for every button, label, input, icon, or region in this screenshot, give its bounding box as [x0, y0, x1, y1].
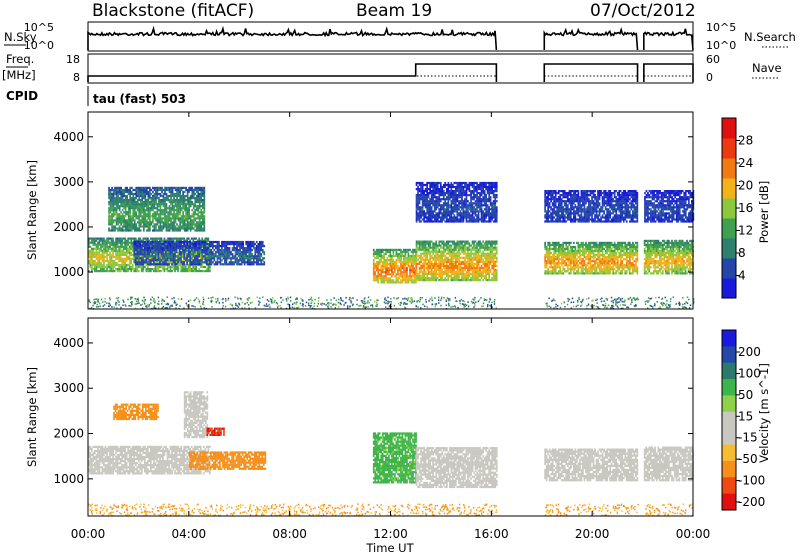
velocity-cbar-tick-3: 15 [738, 409, 753, 423]
nsky-label: N.Sky [4, 30, 37, 44]
velocity-cbar-tick-0: 200 [738, 345, 761, 359]
power-echo-band-2 [133, 240, 266, 266]
power-colorbar-label: Power [dB] [757, 181, 771, 244]
beam-label: Beam 19 [356, 1, 432, 21]
power-colorbar: 4 8 12 16 20 24 28 [721, 117, 753, 299]
power-cbar-tick-4: 20 [738, 179, 753, 193]
noise-tick-low: 10^0 [24, 39, 54, 52]
velocity-echo-band-6 [415, 447, 498, 489]
velocity-colorbar: 200 100 50 15 -15 -50 -100 -200 [721, 329, 765, 511]
frequency-trace [87, 63, 694, 82]
velocity-cbar-tick-6: -100 [738, 474, 765, 488]
power-ytick-1: 2000 [53, 220, 84, 234]
power-echo-band-5 [544, 241, 639, 275]
noise-tick-low-right: 10^0 [706, 39, 736, 52]
velocity-cbar-tick-5: -50 [738, 452, 758, 466]
velocity-cbar-tick-1: 100 [738, 366, 761, 380]
time-axis-label: Time UT [365, 541, 414, 554]
power-echoes [88, 181, 695, 284]
velocity-echo-band-1 [113, 403, 159, 421]
power-cbar-tick-1: 8 [738, 246, 746, 260]
velocity-echo-band-2 [183, 391, 209, 439]
power-echo-band-4 [415, 240, 498, 282]
velocity-echo-band-4 [206, 427, 225, 436]
vel-ytick-1: 2000 [53, 427, 84, 441]
velocity-y-axis: 1000 2000 3000 4000 [53, 336, 693, 486]
velocity-echo-band-8 [643, 446, 694, 482]
velocity-panel: 1000 2000 3000 4000 Slant Range [km] [25, 317, 694, 517]
xtick-5: 20:00 [575, 527, 610, 541]
velocity-echo-band-7 [544, 448, 639, 482]
frequency-panel: Freq. [MHz] 18 8 60 0 Nave [2, 52, 782, 84]
power-ytick-2: 3000 [53, 175, 84, 189]
velocity-echo-band-5 [372, 432, 417, 484]
vel-ytick-2: 3000 [53, 381, 84, 395]
vel-ytick-3: 4000 [53, 336, 84, 350]
noise-trace [87, 25, 694, 51]
velocity-echoes [88, 391, 694, 489]
freq-label: Freq. [6, 52, 34, 66]
velocity-ground-scatter [88, 503, 694, 517]
velocity-cbar-tick-2: 50 [738, 388, 753, 402]
velocity-echo-band-3 [188, 451, 267, 470]
power-cbar-tick-0: 4 [738, 269, 746, 283]
xtick-4: 16:00 [474, 527, 509, 541]
velocity-cbar-tick-4: -15 [738, 431, 758, 445]
power-y-axis: 1000 2000 3000 4000 [53, 130, 693, 279]
xtick-2: 08:00 [272, 527, 307, 541]
power-echo-band-3 [372, 248, 417, 284]
power-cbar-tick-5: 24 [738, 156, 753, 170]
nave-label: Nave [752, 61, 782, 75]
nave-tick-low: 0 [706, 71, 713, 84]
power-echo-band-7 [415, 181, 498, 223]
power-cbar-tick-6: 28 [738, 134, 753, 148]
power-ground-scatter [88, 296, 695, 310]
power-ytick-3: 4000 [53, 130, 84, 144]
freq-tick-low: 8 [73, 71, 80, 84]
freq-unit: [MHz] [2, 68, 36, 82]
date-label: 07/Oct/2012 [590, 1, 696, 21]
velocity-colorbar-label: Velocity [m s^-1] [757, 363, 771, 463]
time-axis: 00:00 04:00 08:00 12:00 16:00 20:00 00:00 [71, 112, 711, 541]
velocity-echo-band-0 [88, 445, 211, 475]
cpid-label: CPID [6, 89, 38, 103]
nave-tick-high: 60 [706, 53, 720, 66]
xtick-6: 00:00 [676, 527, 711, 541]
vel-ytick-0: 1000 [53, 472, 84, 486]
power-cbar-tick-3: 16 [738, 201, 753, 215]
power-panel: 1000 2000 3000 4000 Slant Range [km] [25, 111, 695, 310]
power-echo-band-8 [544, 190, 695, 223]
noise-panel: N.Sky 10^5 10^0 10^5 10^0 N.Search [4, 21, 796, 52]
xtick-1: 04:00 [172, 527, 207, 541]
cpid-value: tau (fast) 503 [93, 92, 186, 106]
velocity-ylabel: Slant Range [km] [25, 367, 39, 467]
freq-tick-high: 18 [66, 53, 80, 66]
cpid-panel: CPID tau (fast) 503 [6, 86, 186, 106]
noise-tick-high: 10^5 [24, 21, 54, 34]
nsearch-label: N.Search [744, 30, 796, 44]
power-echo-band-1 [108, 186, 206, 232]
power-ytick-0: 1000 [53, 265, 84, 279]
power-echo-band-6 [643, 239, 694, 275]
xtick-3: 12:00 [373, 527, 408, 541]
power-cbar-tick-2: 12 [738, 224, 753, 238]
noise-tick-high-right: 10^5 [706, 21, 736, 34]
station-title: Blackstone (fitACF) [92, 1, 254, 21]
power-ylabel: Slant Range [km] [25, 160, 39, 260]
velocity-cbar-tick-7: -200 [738, 495, 765, 509]
xtick-0: 00:00 [71, 527, 106, 541]
